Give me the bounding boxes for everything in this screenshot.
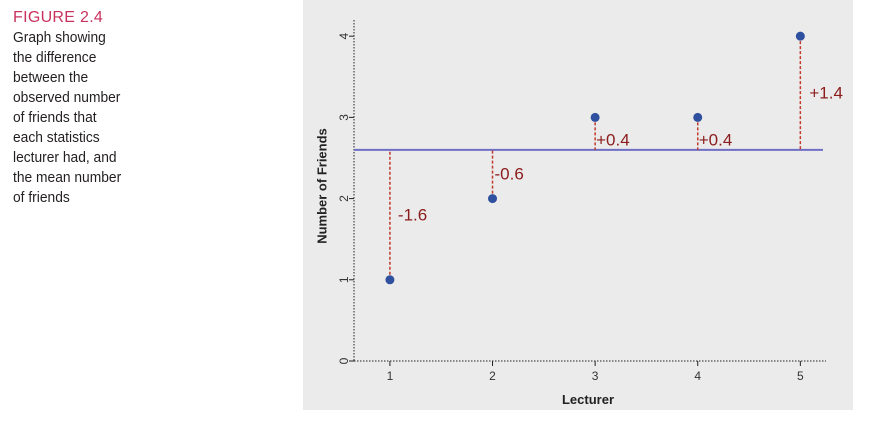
y-tick-label: 1 [337, 276, 351, 283]
y-tick-label: 2 [337, 195, 351, 202]
residual-label: +0.4 [596, 130, 630, 149]
caption-line: of friends that [13, 109, 97, 126]
data-point [795, 31, 805, 41]
caption-line: the mean number [13, 169, 122, 186]
data-point [590, 112, 600, 122]
data-point [693, 112, 703, 122]
x-tick-label: 1 [387, 369, 394, 383]
caption-line: Graph showing [13, 29, 106, 46]
x-axis-title: Lecturer [562, 392, 614, 407]
y-tick-label: 3 [337, 114, 351, 121]
y-tick-label: 4 [337, 33, 351, 40]
caption-line: each statistics [13, 129, 100, 146]
data-point [488, 194, 498, 204]
y-tick-label: 0 [337, 357, 351, 364]
caption-line: the difference [13, 49, 97, 66]
residual-label: +0.4 [699, 130, 733, 149]
caption-line: of friends [13, 189, 70, 206]
data-point [385, 275, 395, 285]
caption-line: observed number [13, 89, 121, 106]
residual-label: -1.6 [398, 205, 427, 224]
figure-label: FIGURE 2.4 [13, 9, 104, 26]
plot-panel [303, 0, 853, 410]
x-tick-label: 2 [489, 369, 496, 383]
figure-caption: FIGURE 2.4 Graph showing the difference … [13, 8, 163, 208]
x-tick-label: 3 [592, 369, 599, 383]
residual-label: -0.6 [495, 165, 524, 184]
residual-label: +1.4 [809, 84, 843, 103]
caption-line: lecturer had, and [13, 149, 117, 166]
caption-line: between the [13, 69, 89, 86]
y-axis-title: Number of Friends [315, 128, 330, 244]
x-tick-label: 5 [797, 369, 804, 383]
x-tick-label: 4 [694, 369, 701, 383]
